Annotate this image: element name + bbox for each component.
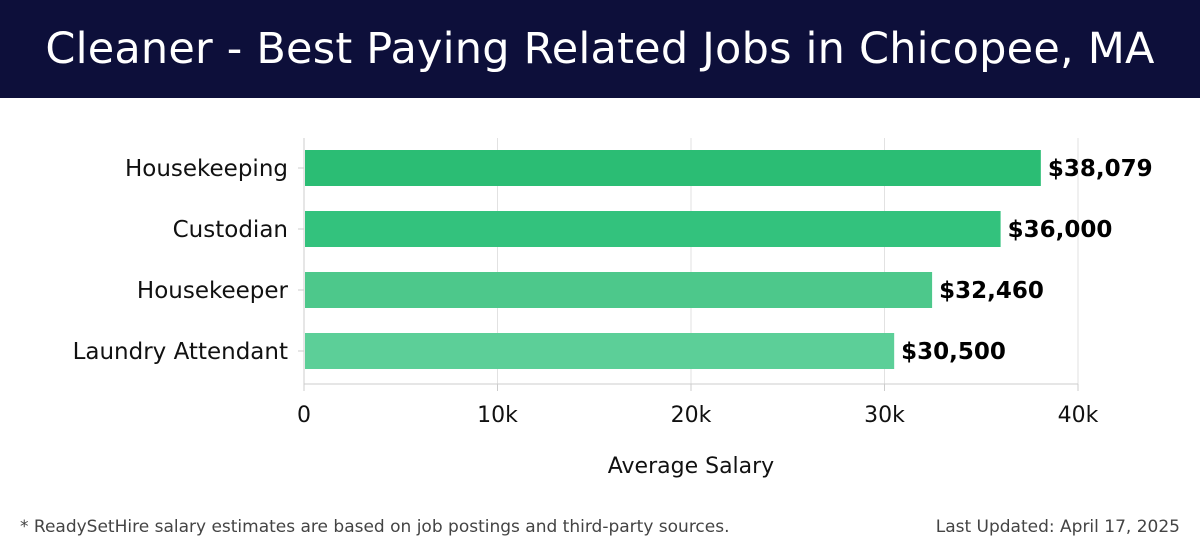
value-label: $30,500 [901,339,1006,365]
x-axis-title: Average Salary [608,454,774,479]
value-label: $32,460 [939,278,1044,304]
bars [305,150,1041,369]
last-updated: Last Updated: April 17, 2025 [935,517,1180,537]
labels: 0 10k 20k 30k 40k Housekeeping $38,079 Custodia… [73,156,1153,428]
x-tick-label: 20k [671,403,712,428]
x-tick-label: 40k [1058,403,1099,428]
category-label: Custodian [173,217,288,243]
value-label: $38,079 [1048,156,1153,182]
footnote: * ReadySetHire salary estimates are base… [20,517,730,537]
category-label: Housekeeping [125,156,288,182]
bar [305,150,1041,186]
bar [305,333,895,369]
x-tick-label: 30k [864,403,905,428]
category-label: Housekeeper [137,278,289,304]
value-label: $36,000 [1008,217,1113,243]
x-tick-label: 10k [477,403,518,428]
bar [305,272,933,308]
bar [305,211,1001,247]
x-tick-label: 0 [297,403,311,428]
page-title: Cleaner - Best Paying Related Jobs in Ch… [45,24,1155,74]
axes [298,138,1079,391]
header-banner [0,0,1200,98]
category-label: Laundry Attendant [73,339,288,365]
salary-bar-chart: 0 10k 20k 30k 40k Housekeeping $38,079 Custodia… [73,138,1153,479]
